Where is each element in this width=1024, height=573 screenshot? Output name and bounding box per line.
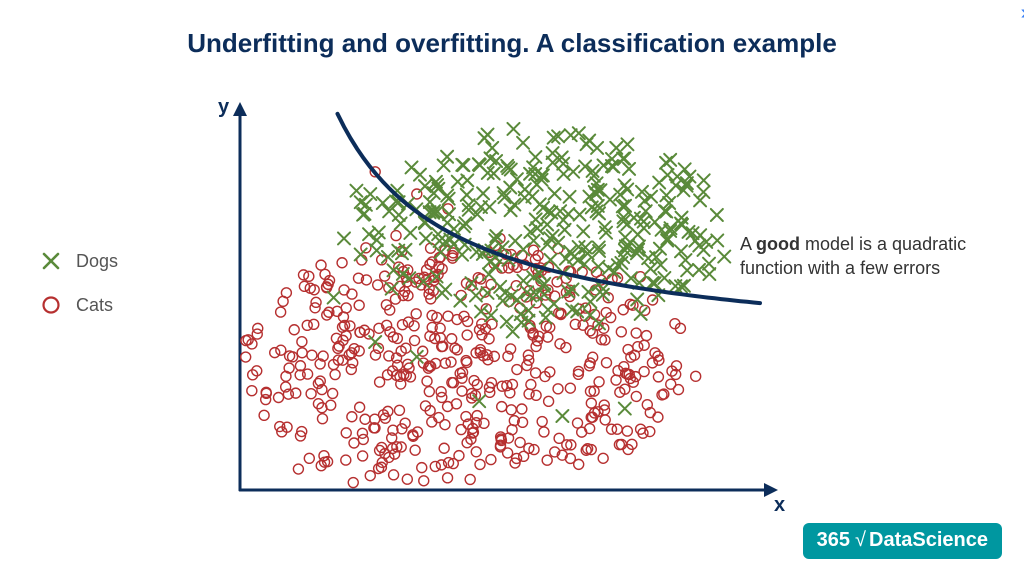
y-axis-label: y (218, 96, 229, 119)
badge-left: 365 (817, 529, 850, 552)
chevron-right-icon[interactable]: ›› (1021, 2, 1022, 25)
legend-label: Dogs (76, 251, 118, 272)
legend-label: Cats (76, 295, 113, 316)
page-title: Underfitting and overfitting. A classifi… (0, 28, 1024, 59)
circle-marker-icon (40, 294, 62, 316)
badge-right: DataScience (869, 529, 988, 552)
x-marker-icon (40, 250, 62, 272)
brand-badge: 365√DataScience (803, 523, 1002, 559)
legend: Dogs Cats (40, 250, 118, 338)
x-axis-label: x (774, 494, 785, 517)
legend-item-cats: Cats (40, 294, 118, 316)
scatter-chart: y x (220, 100, 780, 520)
legend-item-dogs: Dogs (40, 250, 118, 272)
check-icon: √ (855, 529, 866, 552)
